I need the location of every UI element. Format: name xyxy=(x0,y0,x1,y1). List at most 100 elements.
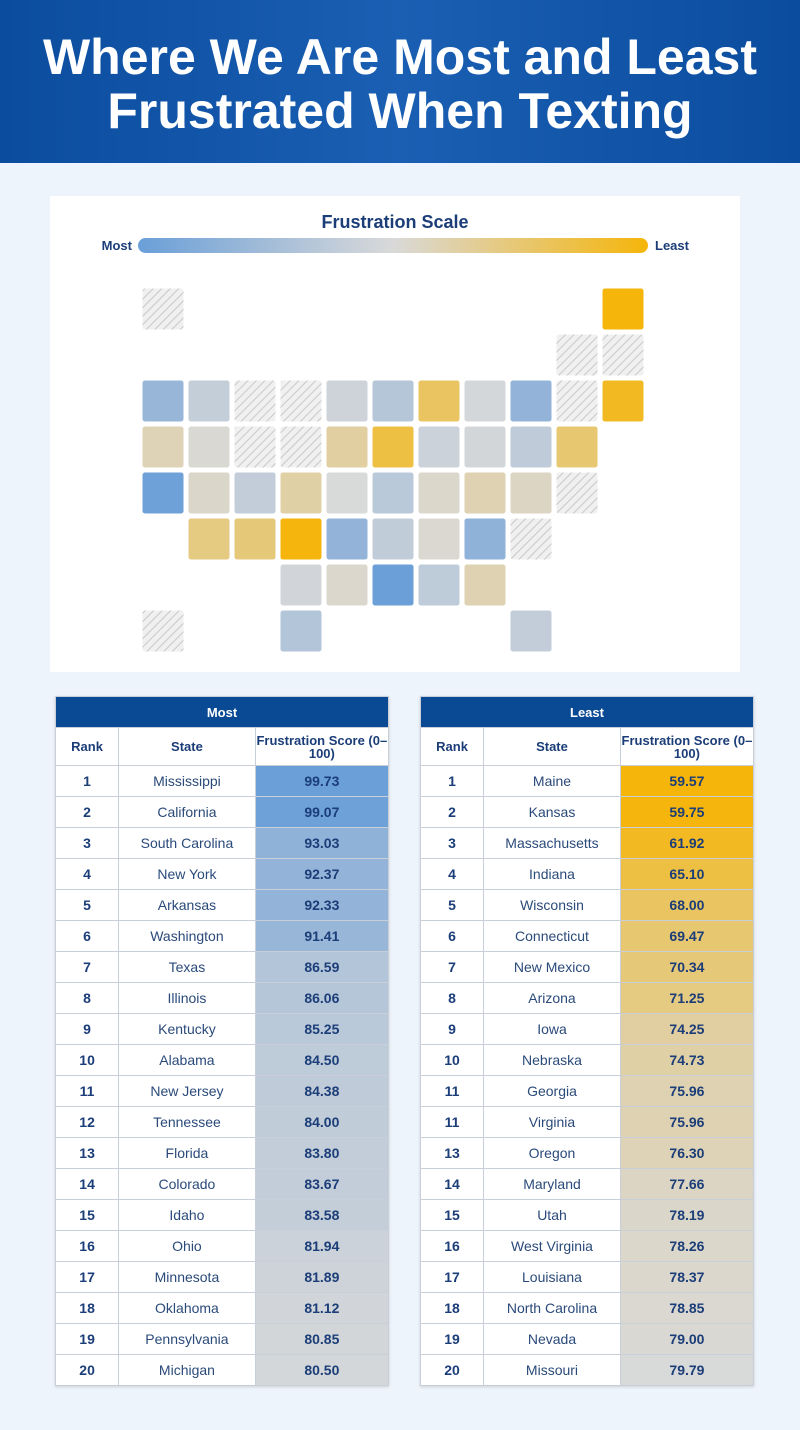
row: 17 Louisiana 78.37 xyxy=(419,1261,755,1293)
score: 68.00 xyxy=(619,889,755,921)
state: Utah xyxy=(483,1199,621,1231)
row: 11 New Jersey 84.38 xyxy=(54,1075,390,1107)
state-no-data xyxy=(233,379,277,423)
state: New York xyxy=(118,858,256,890)
row: 17 Minnesota 81.89 xyxy=(54,1261,390,1293)
row: 2 California 99.07 xyxy=(54,796,390,828)
state-tile xyxy=(187,471,231,515)
row: 1 Maine 59.57 xyxy=(419,765,755,797)
score: 91.41 xyxy=(254,920,390,952)
state-tile xyxy=(509,425,553,469)
state-tile xyxy=(417,379,461,423)
state: Arizona xyxy=(483,982,621,1014)
row: 9 Iowa 74.25 xyxy=(419,1013,755,1045)
score: 79.79 xyxy=(619,1354,755,1386)
column-header: Rank xyxy=(419,727,485,766)
rank: 15 xyxy=(54,1199,120,1231)
least-table: Least Rank State Frustration Score (0–100) 1… xyxy=(419,696,755,1386)
state-tile xyxy=(463,517,507,561)
score: 84.50 xyxy=(254,1044,390,1076)
score: 69.47 xyxy=(619,920,755,952)
state-tile xyxy=(187,379,231,423)
state-tile xyxy=(509,471,553,515)
score: 92.33 xyxy=(254,889,390,921)
state: Illinois xyxy=(118,982,256,1014)
state: Mississippi xyxy=(118,765,256,797)
row: 5 Arkansas 92.33 xyxy=(54,889,390,921)
score: 75.96 xyxy=(619,1106,755,1138)
state-tile xyxy=(509,379,553,423)
score: 74.73 xyxy=(619,1044,755,1076)
rank: 3 xyxy=(419,827,485,859)
row: 12 Tennessee 84.00 xyxy=(54,1106,390,1138)
score: 85.25 xyxy=(254,1013,390,1045)
score: 78.26 xyxy=(619,1230,755,1262)
column-header: State xyxy=(483,727,621,766)
rank: 1 xyxy=(419,765,485,797)
score: 78.85 xyxy=(619,1292,755,1324)
rank: 9 xyxy=(54,1013,120,1045)
rank: 16 xyxy=(54,1230,120,1262)
state-tile xyxy=(279,609,323,653)
state-tile xyxy=(279,471,323,515)
state: Nevada xyxy=(483,1323,621,1355)
row: 13 Florida 83.80 xyxy=(54,1137,390,1169)
row: 19 Nevada 79.00 xyxy=(419,1323,755,1355)
row: 14 Maryland 77.66 xyxy=(419,1168,755,1200)
state-tile xyxy=(233,471,277,515)
state: Ohio xyxy=(118,1230,256,1262)
rank: 18 xyxy=(54,1292,120,1324)
state-tile xyxy=(325,425,369,469)
state-tile xyxy=(371,425,415,469)
rank: 14 xyxy=(419,1168,485,1200)
rank: 2 xyxy=(419,796,485,828)
score: 61.92 xyxy=(619,827,755,859)
state-tile xyxy=(463,379,507,423)
score: 99.07 xyxy=(254,796,390,828)
state: Oregon xyxy=(483,1137,621,1169)
score: 78.37 xyxy=(619,1261,755,1293)
state: Iowa xyxy=(483,1013,621,1045)
row: 4 New York 92.37 xyxy=(54,858,390,890)
row: 20 Michigan 80.50 xyxy=(54,1354,390,1386)
state-tile xyxy=(371,517,415,561)
state-tile xyxy=(463,471,507,515)
state-tile xyxy=(371,379,415,423)
state-tile xyxy=(141,379,185,423)
row: 11 Georgia 75.96 xyxy=(419,1075,755,1107)
scale-right: Least xyxy=(655,238,690,253)
state-tile xyxy=(555,425,599,469)
map-card: Frustration Scale Most Least xyxy=(50,196,740,672)
state-tile xyxy=(141,425,185,469)
row: 3 Massachusetts 61.92 xyxy=(419,827,755,859)
state-tile xyxy=(417,425,461,469)
state-no-data xyxy=(141,287,185,331)
rank: 15 xyxy=(419,1199,485,1231)
state: Minnesota xyxy=(118,1261,256,1293)
scale-title: Frustration Scale xyxy=(321,212,468,232)
state: New Mexico xyxy=(483,951,621,983)
column-header: State xyxy=(118,727,256,766)
score: 80.85 xyxy=(254,1323,390,1355)
rank: 20 xyxy=(54,1354,120,1386)
state-tile xyxy=(417,563,461,607)
state-tile xyxy=(601,379,645,423)
row: 1 Mississippi 99.73 xyxy=(54,765,390,797)
rank: 17 xyxy=(54,1261,120,1293)
rank: 10 xyxy=(419,1044,485,1076)
column-header: Frustration Score (0–100) xyxy=(254,727,390,766)
rank: 13 xyxy=(419,1137,485,1169)
score: 84.00 xyxy=(254,1106,390,1138)
row: 16 Ohio 81.94 xyxy=(54,1230,390,1262)
header: Where We Are Most and Least Frustrated W… xyxy=(0,0,800,163)
state: Connecticut xyxy=(483,920,621,952)
state-tile xyxy=(509,609,553,653)
state: Kansas xyxy=(483,796,621,828)
state: Washington xyxy=(118,920,256,952)
state-tile xyxy=(141,471,185,515)
rank: 20 xyxy=(419,1354,485,1386)
row: 18 North Carolina 78.85 xyxy=(419,1292,755,1324)
score: 59.75 xyxy=(619,796,755,828)
state-no-data xyxy=(279,379,323,423)
